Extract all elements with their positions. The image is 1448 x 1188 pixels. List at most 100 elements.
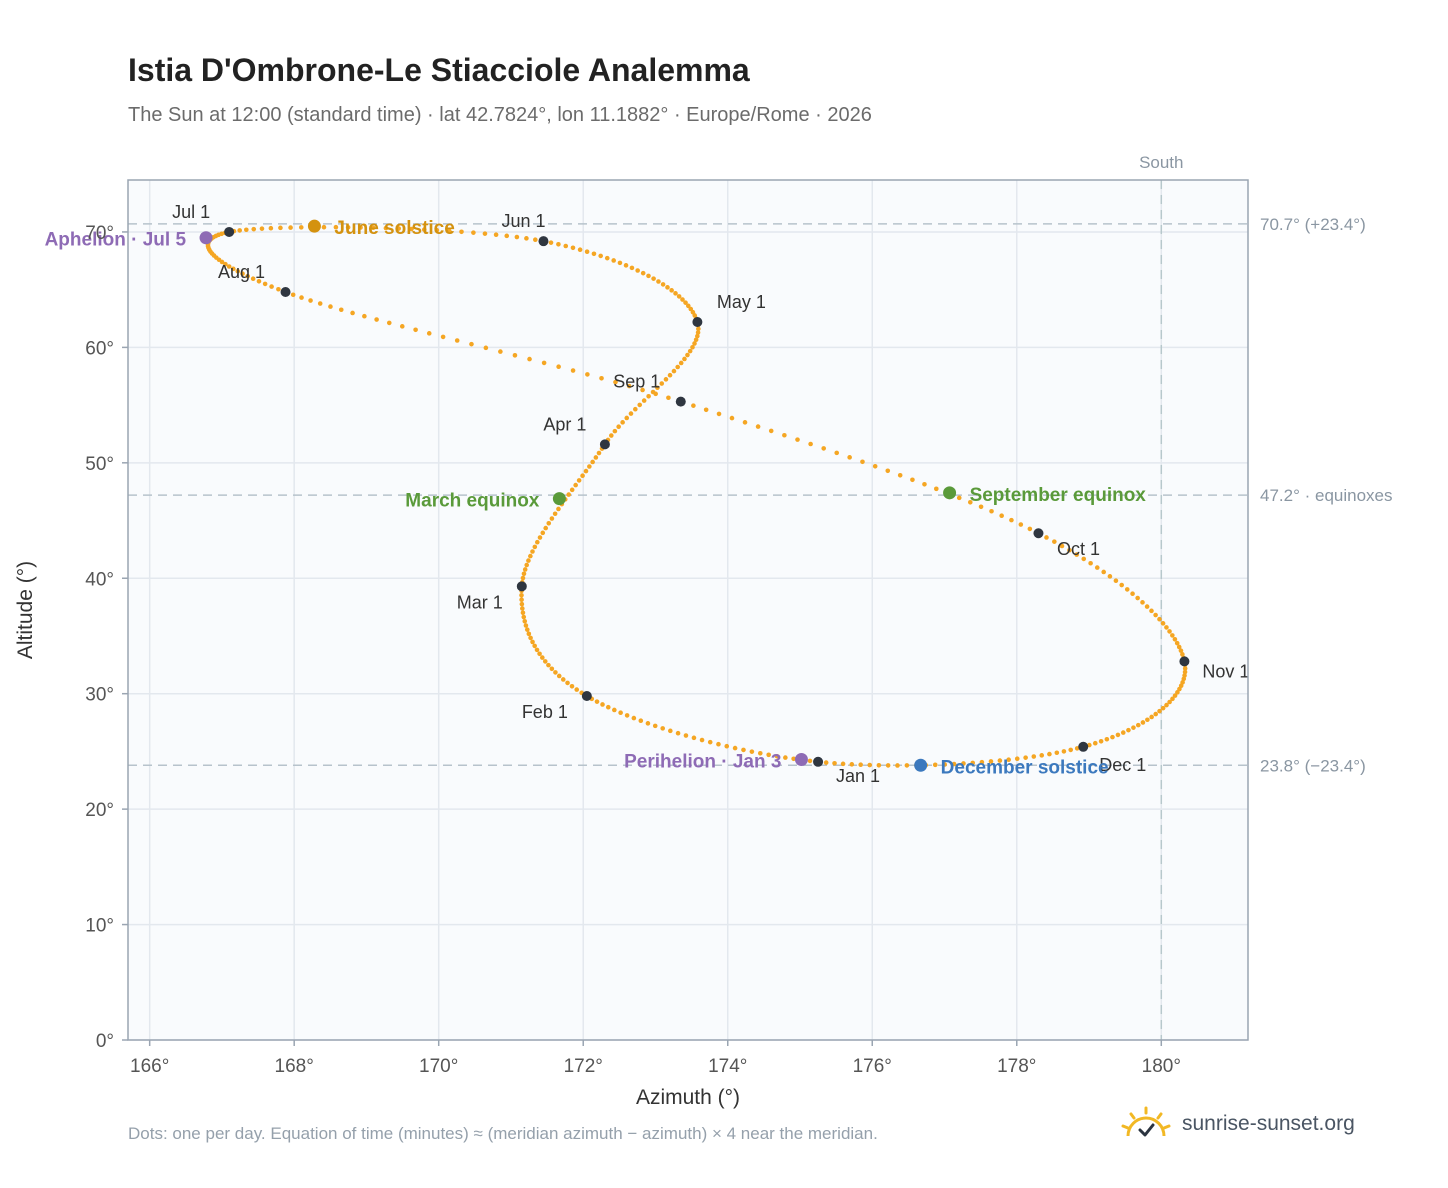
daily-dot [563, 243, 569, 249]
month-marker [599, 439, 610, 450]
daily-dot [616, 424, 621, 430]
daily-dot [629, 265, 635, 271]
daily-dot [876, 762, 882, 768]
daily-dot [358, 225, 363, 230]
daily-dot [1059, 543, 1065, 549]
month-label: Apr 1 [543, 414, 586, 434]
daily-dot [687, 348, 693, 354]
daily-dot [522, 619, 528, 624]
daily-dot [688, 306, 694, 312]
daily-dot [646, 393, 651, 399]
daily-dot [1044, 535, 1049, 540]
daily-dot [956, 495, 962, 501]
daily-dot [556, 506, 561, 512]
daily-dot [599, 375, 604, 381]
daily-dot [245, 273, 250, 279]
sun-check-logo-icon [1121, 1106, 1171, 1137]
daily-dot [396, 226, 402, 231]
daily-dot [1170, 696, 1175, 702]
daily-dot [1067, 547, 1072, 553]
daily-dot [624, 415, 630, 421]
daily-dot [1009, 517, 1014, 523]
month-marker [581, 691, 592, 701]
daily-dot [493, 232, 499, 237]
daily-dot [552, 511, 558, 517]
daily-dot [1160, 621, 1166, 626]
daily-dot [532, 544, 538, 550]
month-marker [224, 226, 235, 237]
daily-dot [1174, 640, 1180, 646]
daily-dot [742, 420, 748, 425]
daily-dot [471, 230, 476, 235]
daily-dot [641, 398, 647, 403]
daily-dot [269, 284, 274, 289]
x-tick-label: 168° [275, 1056, 314, 1077]
daily-dot [1170, 633, 1175, 638]
month-label: Nov 1 [1202, 661, 1249, 681]
event-label: September equinox [970, 485, 1147, 506]
daily-dot [1167, 629, 1172, 634]
x-tick-label: 178° [997, 1056, 1036, 1077]
daily-dot [426, 331, 432, 336]
event-label: December solstice [941, 757, 1109, 778]
daily-dot [895, 763, 900, 768]
daily-dot [235, 268, 241, 274]
daily-dot [667, 372, 673, 378]
daily-dot [682, 356, 687, 362]
daily-dot [631, 715, 637, 721]
daily-dot [1135, 595, 1140, 601]
daily-dot [570, 368, 576, 373]
x-tick-label: 180° [1142, 1056, 1181, 1077]
daily-dot [1088, 560, 1093, 566]
daily-dot [600, 702, 605, 707]
daily-dot [1182, 669, 1188, 675]
daily-dot [1023, 755, 1028, 760]
daily-dot [566, 492, 572, 497]
daily-dot [978, 504, 984, 510]
daily-dot [549, 666, 555, 672]
daily-dot [504, 233, 510, 239]
daily-dot [569, 683, 575, 689]
y-tick-label: 10° [85, 916, 114, 937]
daily-dot [549, 516, 555, 521]
daily-dot [729, 415, 735, 421]
daily-dot [526, 631, 532, 637]
daily-dot [669, 288, 674, 293]
daily-dot [1006, 757, 1011, 762]
daily-dot [673, 291, 678, 296]
daily-dot [268, 225, 274, 231]
daily-dot [716, 411, 722, 417]
daily-dot [526, 558, 531, 563]
daily-dot [885, 468, 891, 474]
daily-dot [1140, 600, 1145, 605]
daily-dot [556, 241, 561, 247]
daily-dot [656, 279, 661, 284]
daily-dot [768, 428, 774, 434]
daily-dot [524, 627, 530, 632]
daily-dot [1182, 673, 1187, 678]
daily-dot [1131, 725, 1136, 730]
x-tick-label: 166° [130, 1056, 169, 1077]
daily-dot [653, 391, 658, 397]
month-marker [675, 396, 686, 407]
event-label: Aphelion · Jul 5 [45, 230, 187, 251]
daily-dot [757, 750, 763, 756]
daily-dot [755, 424, 761, 429]
daily-dot [1074, 552, 1079, 557]
daily-dot [675, 730, 681, 736]
daily-dot [707, 739, 713, 745]
y-axis-ticks: 0° 10° 20° 30° 40° 50° 60° 70° [85, 223, 128, 1052]
daily-dot [1145, 717, 1150, 723]
daily-dot [934, 486, 939, 492]
reference-lines: 70.7° (+23.4°) 47.2° · equinoxes 23.8° (−2… [128, 215, 1393, 775]
daily-dot [967, 500, 973, 505]
daily-dot [635, 268, 640, 273]
daily-dot [370, 225, 376, 231]
month-marker [538, 236, 549, 247]
daily-dot [692, 341, 697, 346]
daily-dot [533, 237, 538, 243]
y-tick-label: 60° [85, 338, 114, 359]
event-marker [199, 231, 213, 245]
footnote: Dots: one per day. Equation of time (min… [128, 1124, 878, 1143]
daily-dot [611, 258, 616, 263]
